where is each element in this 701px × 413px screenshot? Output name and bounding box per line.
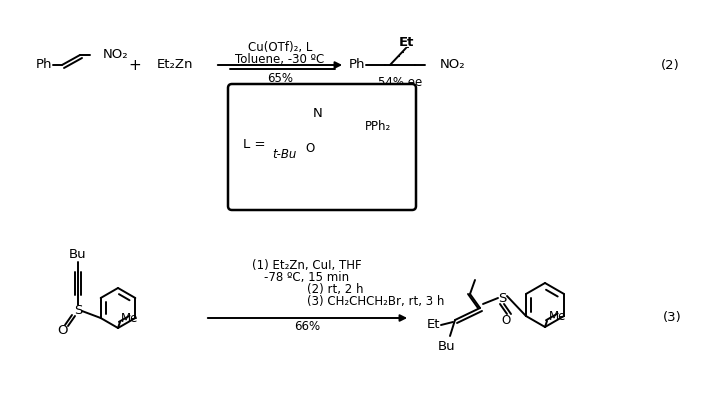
- Text: S: S: [74, 304, 82, 318]
- Text: PPh₂: PPh₂: [365, 120, 391, 133]
- Text: L =: L =: [243, 138, 265, 152]
- Text: Me: Me: [549, 311, 566, 323]
- Text: N: N: [313, 107, 323, 120]
- Text: +: +: [128, 57, 142, 73]
- Text: Et: Et: [426, 318, 440, 332]
- Text: Ph: Ph: [348, 59, 365, 71]
- Text: 66%: 66%: [294, 320, 320, 332]
- Text: (2) rt, 2 h: (2) rt, 2 h: [307, 283, 364, 297]
- Text: (3): (3): [662, 311, 681, 325]
- Text: Cu(OTf)₂, L: Cu(OTf)₂, L: [248, 41, 312, 55]
- Text: -78 ºC, 15 min: -78 ºC, 15 min: [264, 271, 350, 285]
- Text: S: S: [498, 292, 506, 304]
- Text: (1) Et₂Zn, CuI, THF: (1) Et₂Zn, CuI, THF: [252, 259, 362, 273]
- Text: t-Bu: t-Bu: [272, 148, 297, 161]
- Text: NO₂: NO₂: [103, 48, 128, 62]
- Text: O: O: [57, 325, 68, 337]
- Text: Toluene, -30 ºC: Toluene, -30 ºC: [236, 52, 325, 66]
- Text: (3) CH₂CHCH₂Br, rt, 3 h: (3) CH₂CHCH₂Br, rt, 3 h: [307, 295, 444, 309]
- Text: 65%: 65%: [267, 71, 293, 85]
- FancyBboxPatch shape: [228, 84, 416, 210]
- Text: O: O: [501, 313, 510, 327]
- Text: Et₂Zn: Et₂Zn: [157, 59, 193, 71]
- Text: 54% ee: 54% ee: [378, 76, 422, 90]
- Text: O: O: [306, 142, 315, 155]
- Text: Me: Me: [121, 311, 138, 325]
- Text: (2): (2): [660, 59, 679, 71]
- Text: Bu: Bu: [69, 249, 87, 261]
- Text: Et: Et: [398, 36, 414, 50]
- Text: NO₂: NO₂: [440, 59, 465, 71]
- Text: Ph: Ph: [36, 59, 52, 71]
- Text: Bu: Bu: [438, 339, 456, 353]
